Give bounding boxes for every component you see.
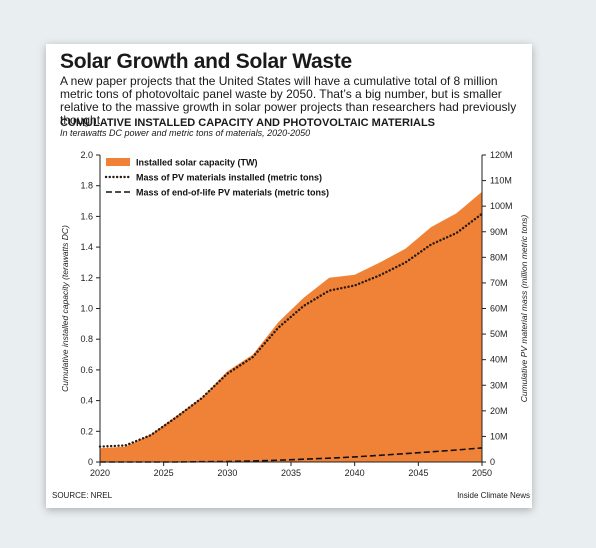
series-area-capacity: [100, 191, 482, 463]
y-right-tick-label: 80M: [490, 252, 508, 262]
chart-card: Solar Growth and Solar Waste A new paper…: [46, 44, 532, 508]
chart-axes: 0 0.2 0.4 0.6 0.8 1.0 1.2 1.4 1.6 1.8 2.0 0 10M 20M 30…: [60, 150, 529, 478]
chart: 0 0.2 0.4 0.6 0.8 1.0 1.2 1.4 1.6 1.8 2.0 0 10M 20M 30…: [60, 150, 529, 478]
y-left-tick-label: 0.6: [80, 365, 93, 375]
chart-marks: [98, 191, 484, 463]
y-left-tick-label: 0.8: [80, 334, 93, 344]
x-tick-label: 2040: [345, 468, 365, 478]
x-tick-label: 2045: [408, 468, 428, 478]
y-left-tick-label: 1.4: [80, 242, 93, 252]
y-right-tick-label: 100M: [490, 201, 513, 211]
y-right-tick-label: 120M: [490, 150, 513, 160]
y-right-axis-title: Cumulative PV material mass (million met…: [519, 215, 529, 403]
legend-label: Mass of PV materials installed (metric t…: [136, 173, 322, 183]
y-right-tick-label: 0: [490, 457, 495, 467]
y-left-tick-label: 1.8: [80, 181, 93, 191]
y-left-tick-label: 1.2: [80, 273, 93, 283]
y-right-tick-label: 50M: [490, 329, 508, 339]
x-tick-label: 2050: [472, 468, 492, 478]
chart-subtitle: In terawatts DC power and metric tons of…: [60, 128, 311, 138]
y-right-tick-label: 90M: [490, 227, 508, 237]
description: A new paper projects that the United Sta…: [60, 74, 517, 127]
y-right-tick-label: 110M: [490, 176, 512, 186]
y-left-tick-label: 2.0: [80, 150, 93, 160]
x-tick-label: 2035: [281, 468, 301, 478]
y-left-tick-label: 1.0: [80, 304, 93, 314]
y-left-tick-label: 0.2: [80, 426, 93, 436]
y-left-axis-title: Cumulative installed capacity (terawatts…: [60, 225, 70, 392]
chart-title: CUMULATIVE INSTALLED CAPACITY AND PHOTOV…: [60, 117, 436, 129]
y-right-tick-label: 10M: [490, 431, 508, 441]
x-tick-label: 2020: [90, 468, 110, 478]
y-right-tick-label: 30M: [490, 380, 508, 390]
credit-note: Inside Climate News: [457, 491, 530, 500]
legend-swatch-capacity: [106, 158, 130, 166]
chart-legend: Installed solar capacity (TW) Mass of PV …: [104, 158, 329, 198]
source-note: SOURCE: NREL: [52, 491, 113, 500]
page-title: Solar Growth and Solar Waste: [60, 50, 352, 73]
y-right-tick-label: 60M: [490, 304, 508, 314]
y-right-tick-label: 70M: [490, 278, 508, 288]
y-left-tick-label: 1.6: [80, 211, 93, 221]
y-right-tick-label: 20M: [490, 406, 508, 416]
y-left-tick-label: 0: [88, 457, 93, 467]
legend-label: Installed solar capacity (TW): [136, 158, 258, 168]
series-line-pv-installed: [98, 212, 484, 448]
y-right-tick-label: 40M: [490, 355, 508, 365]
y-left-tick-label: 0.4: [80, 396, 93, 406]
x-tick-label: 2030: [217, 468, 237, 478]
legend-label: Mass of end-of-life PV materials (metric…: [136, 188, 329, 198]
x-tick-label: 2025: [154, 468, 174, 478]
